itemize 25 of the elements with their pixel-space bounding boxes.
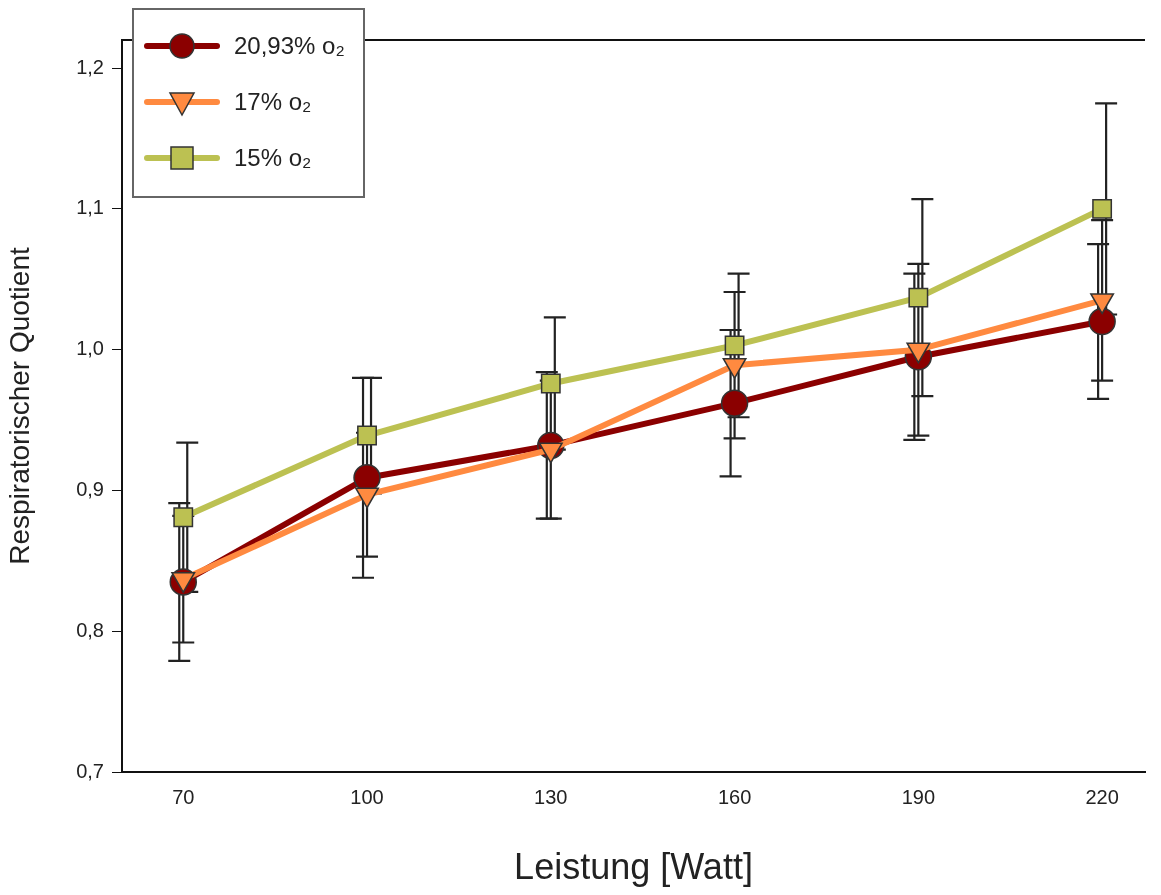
y-tick-label: 0,8 [76, 618, 104, 641]
x-tick-label: 70 [172, 785, 195, 808]
x-tick-label: 130 [534, 785, 568, 808]
y-tick-label: 0,7 [76, 759, 104, 782]
x-tick-label: 100 [350, 785, 384, 808]
legend-label: 15% o₂ [234, 144, 312, 172]
y-axis-title: Respiratorischer Quotient [3, 247, 35, 565]
y-tick-label: 1,1 [76, 196, 104, 219]
point [1088, 307, 1116, 336]
x-axis-title: Leistung [Watt] [514, 846, 753, 888]
legend-label: 17% o₂ [234, 88, 312, 116]
x-tick-label: 160 [717, 785, 752, 808]
point [720, 389, 749, 417]
legend-label: 20,93% o₂ [234, 32, 345, 60]
point [908, 287, 929, 308]
point [173, 507, 194, 528]
x-tick-label: 190 [901, 785, 936, 808]
x-tick-label: 220 [1085, 785, 1119, 808]
y-tick-label: 1,0 [76, 337, 104, 360]
y-tick-label: 1,2 [76, 55, 104, 78]
point [724, 335, 745, 356]
point [1092, 198, 1113, 219]
y-tick-label: 0,9 [76, 477, 104, 500]
point [357, 425, 377, 446]
point [540, 373, 561, 394]
